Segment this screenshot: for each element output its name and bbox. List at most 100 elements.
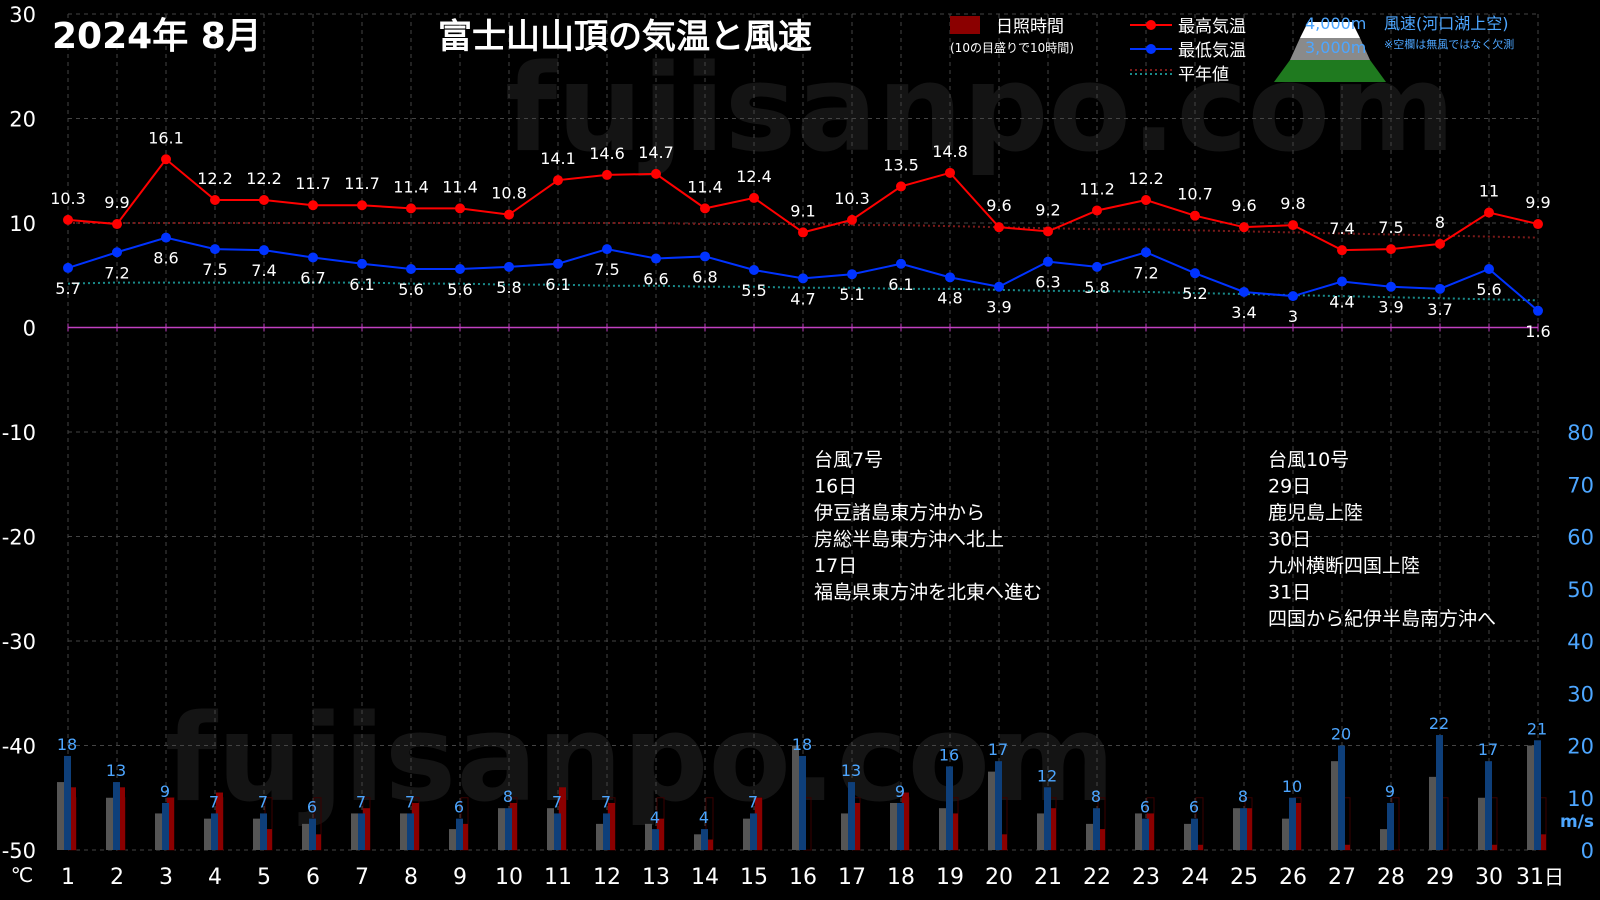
max-temp-value-label: 12.4 [736,167,772,186]
y-right-tick-label: 10 [1567,787,1594,811]
x-tick-label: 23 [1132,865,1160,890]
wind-bar-4000m [1093,808,1100,850]
wind-bar-4000m [1387,802,1394,850]
sunshine-bar [1294,802,1301,850]
x-tick-label: 18 [887,865,915,890]
sunshine-bar [706,839,713,850]
y-left-tick-label: 0 [23,317,36,341]
max-temp-point [455,203,465,214]
wind-bar-4000m [64,755,71,850]
wind-bar-3000m [1331,761,1338,850]
min-temp-point [1337,276,1347,287]
wind-value-label: 4 [699,808,709,827]
sunshine-bar [1490,844,1497,850]
min-temp-value-label: 6.7 [300,268,325,287]
min-temp-point [1043,256,1053,267]
min-temp-point [112,247,122,258]
min-temp-point [1386,281,1396,292]
x-tick-label: 14 [691,865,719,890]
wind-value-label: 18 [57,735,77,754]
y-right-tick-label: 20 [1567,735,1594,759]
wind-value-label: 17 [988,740,1008,759]
sunshine-bar [265,829,272,850]
min-temp-point [553,258,563,269]
min-temp-point [1533,305,1543,316]
x-tick-label: 31 [1516,865,1544,890]
sunshine-bar [412,802,419,850]
wind-bar-3000m [743,818,750,850]
sunshine-bar [510,802,517,850]
wind-bar-3000m [547,808,554,850]
max-temp-value-label: 9.8 [1280,194,1305,213]
wind-value-label: 7 [552,792,562,811]
typhoon10-annotation-line: 四国から紀伊半島南方沖へ [1268,608,1496,630]
wind-bar-4000m [848,782,855,850]
x-tick-label: 29 [1426,865,1454,890]
wind-bar-4000m [1338,745,1345,850]
wind-bar-3000m [1135,813,1142,850]
mountain-icon-top [1300,22,1360,38]
wind-value-label: 18 [792,735,812,754]
max-temp-value-label: 14.8 [932,142,968,161]
y-left-tick-label: -30 [2,630,36,654]
min-temp-value-label: 4.8 [937,288,962,307]
min-temp-point [406,263,416,274]
wind-bar-4000m [456,818,463,850]
min-temp-value-label: 3.9 [1378,298,1403,317]
min-temp-point [455,263,465,274]
min-temp-value-label: 7.5 [202,260,227,279]
max-temp-value-label: 11.4 [442,177,478,196]
sunshine-bar [363,808,370,850]
legend-alt-3000: 3,000m [1305,38,1366,57]
max-temp-point [651,168,661,179]
wind-bar-4000m [1436,735,1443,850]
wind-bar-4000m [1044,787,1051,850]
wind-bar-4000m [1534,740,1541,850]
wind-bar-3000m [645,823,652,850]
min-temp-point [700,251,710,262]
max-temp-value-label: 10.3 [50,189,86,208]
y-right-tick-label: 30 [1567,682,1594,706]
x-tick-label: 15 [740,865,768,890]
max-temp-value-label: 9.2 [1035,200,1060,219]
min-temp-point [357,258,367,269]
wind-value-label: 6 [307,798,317,817]
wind-bar-4000m [701,829,708,850]
wind-bar-3000m [988,771,995,850]
wind-value-label: 8 [503,787,513,806]
x-tick-label: 1 [61,865,75,890]
max-temp-point [847,214,857,225]
sunshine-bar [1343,844,1350,850]
wind-value-label: 7 [748,792,758,811]
min-temp-value-label: 7.4 [251,261,276,280]
wind-bar-3000m [1527,745,1534,850]
min-temp-point [651,253,661,264]
min-temp-point [1092,261,1102,272]
max-temp-point [1484,207,1494,218]
legend-normal-label: 平年値 [1178,65,1229,85]
max-temp-value-label: 11.4 [393,177,429,196]
x-tick-label: 22 [1083,865,1111,890]
wind-bar-4000m [113,782,120,850]
wind-bar-4000m [407,813,414,850]
x-tick-label: 6 [306,865,320,890]
max-temp-point [1435,238,1445,249]
wind-bar-3000m [694,834,701,850]
wind-bar-4000m [897,802,904,850]
max-temp-point [112,219,122,230]
wind-bar-4000m [799,755,806,850]
wind-value-label: 4 [650,808,660,827]
wind-bar-4000m [750,813,757,850]
wind-value-label: 7 [405,792,415,811]
typhoon10-annotation-line: 鹿児島上陸 [1268,502,1363,524]
max-temp-point [357,200,367,211]
max-temp-value-label: 9.6 [986,196,1011,215]
wind-bar-4000m [162,802,169,850]
legend-sunshine-note: (10の目盛りで10時間) [950,40,1074,55]
x-tick-label: 17 [838,865,866,890]
min-temp-point [1484,263,1494,274]
wind-bar-3000m [498,808,505,850]
wind-bar-3000m [253,818,260,850]
wind-bar-3000m [890,802,897,850]
sunshine-bar [167,797,174,850]
